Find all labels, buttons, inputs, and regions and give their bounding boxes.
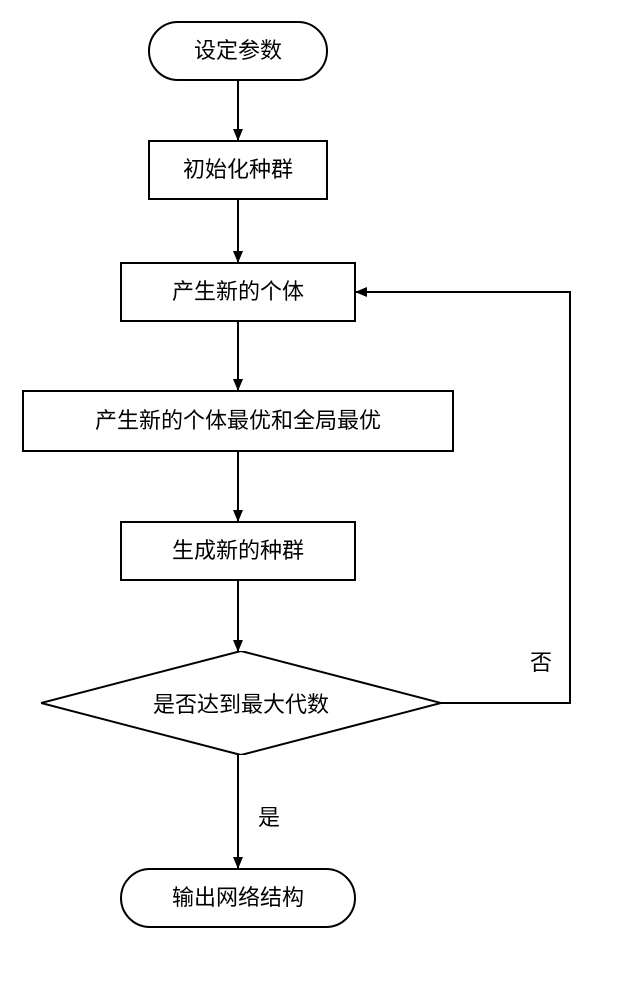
node-init-label: 初始化种群 bbox=[183, 156, 293, 185]
edge-label-yes: 是 bbox=[258, 800, 280, 832]
node-start-label: 设定参数 bbox=[194, 37, 282, 66]
edge-label-no-text: 否 bbox=[530, 650, 552, 675]
node-best-label: 产生新的个体最优和全局最优 bbox=[95, 407, 381, 436]
node-output: 输出网络结构 bbox=[120, 868, 356, 928]
edge-label-no: 否 bbox=[530, 645, 552, 677]
flowchart-canvas: 设定参数 初始化种群 产生新的个体 产生新的个体最优和全局最优 生成新的种群 是… bbox=[0, 0, 642, 1000]
node-best: 产生新的个体最优和全局最优 bbox=[22, 390, 454, 452]
node-newpop: 生成新的种群 bbox=[120, 521, 356, 581]
node-gen: 产生新的个体 bbox=[120, 262, 356, 322]
edge-decision-to-gen bbox=[356, 292, 570, 703]
node-decision-label: 是否达到最大代数 bbox=[153, 687, 329, 719]
edge-label-yes-text: 是 bbox=[258, 805, 280, 830]
node-decision: 是否达到最大代数 bbox=[41, 651, 441, 755]
node-output-label: 输出网络结构 bbox=[172, 884, 304, 913]
node-init: 初始化种群 bbox=[148, 140, 328, 200]
node-newpop-label: 生成新的种群 bbox=[172, 537, 304, 566]
node-gen-label: 产生新的个体 bbox=[172, 278, 304, 307]
node-start: 设定参数 bbox=[148, 21, 328, 81]
